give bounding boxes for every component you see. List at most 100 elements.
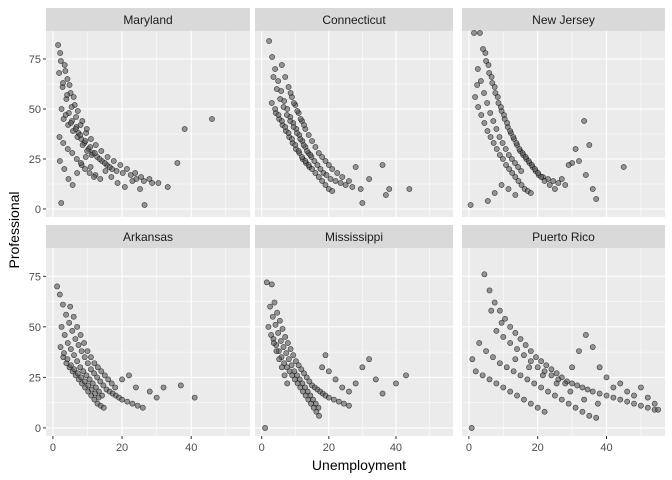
data-point [285, 84, 292, 90]
data-point [298, 366, 305, 373]
data-point [352, 380, 359, 387]
data-point [589, 388, 596, 395]
data-point [86, 170, 93, 176]
data-point [275, 330, 282, 336]
facet-panel-new-jersey: New Jersey [462, 8, 665, 217]
data-point [63, 311, 69, 318]
data-point [57, 58, 64, 64]
data-point [284, 380, 291, 387]
data-point [283, 350, 290, 357]
y-tick-label: 0 [35, 204, 41, 216]
data-point [291, 100, 297, 106]
data-point [289, 136, 295, 142]
data-point [521, 396, 527, 403]
data-point [346, 402, 352, 409]
data-point [359, 200, 366, 206]
data-point [491, 299, 498, 306]
data-point [79, 142, 86, 148]
data-point [58, 200, 65, 206]
data-point [279, 325, 286, 332]
data-point [644, 394, 651, 401]
facet-strip [462, 8, 665, 31]
data-point [474, 66, 481, 72]
data-point [74, 358, 81, 365]
data-point [579, 408, 586, 415]
data-point [379, 390, 386, 397]
data-point [546, 182, 553, 188]
data-point [84, 148, 91, 154]
data-point [58, 106, 65, 112]
data-point [507, 340, 514, 346]
data-point [77, 332, 84, 338]
data-point [487, 134, 494, 140]
data-point [60, 140, 67, 146]
data-point [379, 162, 386, 168]
data-point [265, 323, 272, 330]
data-point [532, 166, 538, 172]
data-point [104, 154, 111, 160]
data-point [126, 372, 132, 379]
data-point [102, 168, 109, 174]
data-point [71, 366, 78, 373]
data-point [311, 158, 318, 164]
data-point [525, 158, 532, 164]
data-point [270, 74, 277, 80]
facet-strip-label: Connecticut [322, 13, 386, 27]
data-point [582, 332, 589, 338]
facet-panel-arkansas: Arkansas 0 25 50 75 0 20 40 [29, 225, 250, 454]
data-point [295, 362, 302, 369]
y-tick-label: 75 [29, 54, 41, 66]
data-point [582, 172, 589, 178]
data-point [87, 144, 94, 150]
data-point [496, 307, 503, 314]
data-point [263, 279, 270, 286]
data-point [469, 356, 476, 363]
data-point [610, 384, 617, 391]
data-point [319, 154, 326, 160]
data-point [316, 412, 322, 419]
facet-strip-label: Mississippi [325, 230, 383, 244]
data-point [285, 130, 292, 136]
facet-strip-label: New Jersey [532, 13, 595, 27]
data-point [322, 158, 329, 164]
data-point [538, 174, 545, 180]
data-point [562, 380, 569, 387]
x-tick-label: 40 [390, 442, 402, 454]
x-tick-label: 40 [185, 442, 197, 454]
data-point [290, 352, 297, 359]
data-point [349, 184, 356, 190]
data-point [631, 400, 637, 407]
data-point [81, 378, 88, 385]
data-point [138, 174, 144, 180]
data-point [538, 384, 545, 391]
data-point [500, 384, 507, 391]
x-tick-label: 0 [466, 442, 472, 454]
data-point [65, 176, 72, 182]
data-point [177, 382, 184, 389]
data-point [164, 184, 171, 190]
x-tick-label: 40 [600, 442, 612, 454]
data-point [273, 348, 280, 354]
data-point [515, 178, 522, 184]
data-point [325, 368, 332, 375]
data-point [309, 138, 315, 144]
data-point [551, 392, 558, 399]
data-point [140, 178, 147, 184]
data-point [153, 394, 160, 401]
data-point [352, 164, 359, 170]
data-point [502, 315, 508, 322]
data-point [62, 112, 69, 118]
data-point [500, 156, 506, 162]
data-point [83, 372, 90, 379]
data-point [329, 166, 336, 172]
data-point [505, 152, 512, 158]
data-point [56, 70, 63, 76]
data-point [624, 388, 631, 395]
data-point [610, 394, 617, 401]
data-point [301, 370, 307, 377]
data-point [507, 323, 514, 330]
data-point [62, 68, 69, 74]
data-point [101, 372, 108, 379]
data-point [88, 136, 94, 142]
data-point [56, 134, 63, 140]
